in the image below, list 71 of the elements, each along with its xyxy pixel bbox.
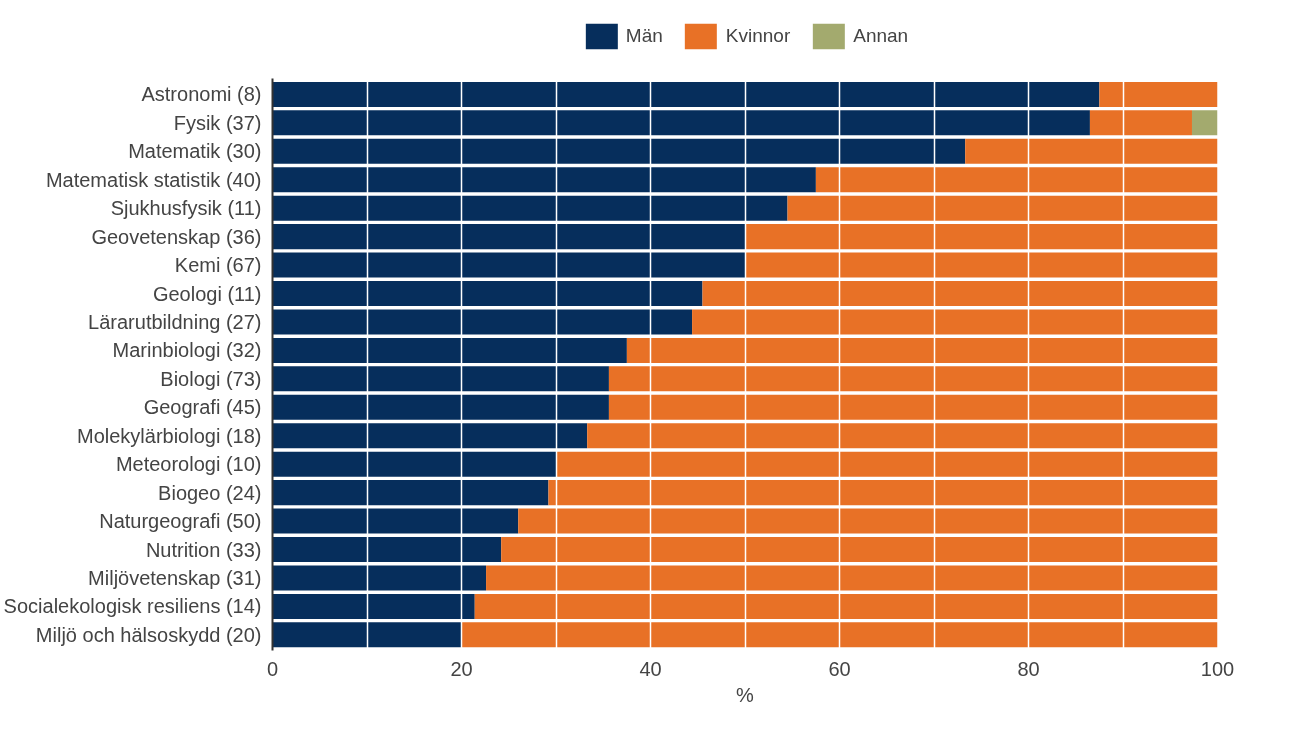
y-tick-label: Sjukhusfysik (11) (110, 197, 262, 220)
bar (272, 138, 966, 164)
y-tick-label: Naturgeografi (50) (99, 510, 262, 533)
bar (272, 593, 475, 619)
bar (272, 423, 588, 449)
bar (272, 337, 627, 363)
bar (272, 394, 609, 420)
y-tick-label: Meteorologi (10) (115, 453, 262, 476)
bar (272, 537, 502, 563)
bar (474, 593, 1218, 619)
bar (501, 537, 1218, 563)
bar (556, 451, 1218, 477)
y-tick-label: Nutrition (33) (145, 538, 262, 561)
y-tick-label: Molekylärbiologi (18) (76, 424, 262, 447)
bar (608, 366, 1218, 392)
bar (548, 480, 1218, 506)
y-tick-label: Lärarutbildning (27) (88, 310, 262, 333)
bar (272, 110, 1090, 136)
bar (1099, 81, 1218, 107)
x-axis-title: % (736, 683, 755, 706)
x-tick-label: 60 (828, 657, 851, 680)
y-tick-label: Socialekologisk resiliens (14) (3, 595, 262, 618)
y-tick-label: Biologi (73) (160, 367, 262, 390)
bar (745, 224, 1218, 250)
y-tick-label: Geologi (11) (152, 282, 262, 305)
x-tick-label: 80 (1017, 657, 1040, 680)
bar (626, 337, 1218, 363)
bar (1191, 110, 1218, 136)
bar (692, 309, 1218, 335)
bar (272, 81, 1100, 107)
y-tick-label: Miljövetenskap (31) (88, 566, 262, 589)
bar (518, 508, 1218, 534)
bar (272, 167, 816, 193)
bar (702, 281, 1218, 307)
bar (486, 565, 1218, 591)
y-tick-label: Biogeo (24) (158, 481, 262, 504)
legend-label: Män (625, 25, 663, 47)
legend-label: Kvinnor (725, 25, 791, 47)
bar (272, 622, 462, 648)
bar (787, 195, 1218, 221)
y-tick-label: Matematik (30) (128, 140, 262, 163)
bar (272, 451, 556, 477)
bar (272, 252, 745, 278)
bar (272, 309, 693, 335)
bar (815, 167, 1218, 193)
bar (272, 366, 609, 392)
bar (272, 281, 703, 307)
y-tick-label: Fysik (37) (173, 111, 262, 134)
y-tick-label: Geovetenskap (36) (91, 225, 262, 248)
y-tick-label: Marinbiologi (32) (112, 339, 262, 362)
bar (965, 138, 1218, 164)
bar (608, 394, 1218, 420)
bar (461, 622, 1218, 648)
y-tick-label: Kemi (67) (174, 254, 262, 277)
y-tick-label: Astronomi (8) (141, 83, 262, 106)
x-tick-label: 40 (639, 657, 662, 680)
y-tick-label: Miljö och hälsoskydd (20) (35, 623, 262, 646)
x-tick-label: 100 (1200, 657, 1235, 680)
bar (587, 423, 1218, 449)
y-tick-label: Geografi (45) (143, 396, 262, 419)
x-tick-label: 0 (266, 657, 279, 680)
x-tick-label: 20 (450, 657, 473, 680)
bar (272, 224, 745, 250)
bar (1089, 110, 1192, 136)
bar (272, 195, 788, 221)
bar (745, 252, 1218, 278)
bar (272, 508, 519, 534)
legend-label: Annan (853, 25, 909, 47)
bar (272, 480, 549, 506)
y-tick-label: Matematisk statistik (40) (45, 168, 262, 191)
bar (272, 565, 487, 591)
